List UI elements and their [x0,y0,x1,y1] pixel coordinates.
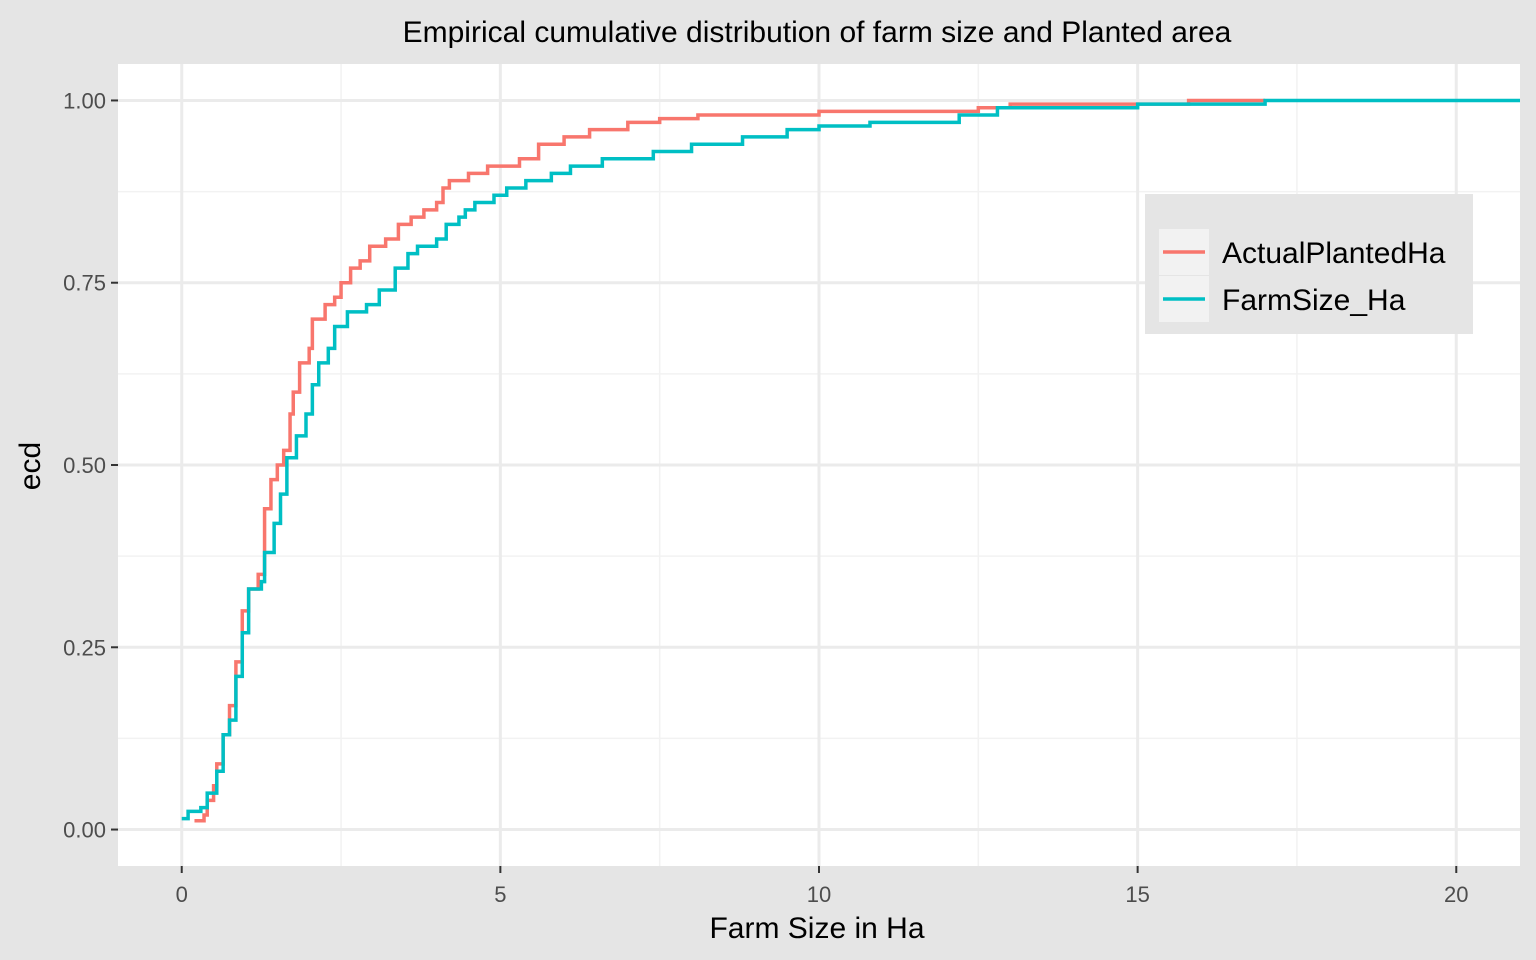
y-tick-label: 1.00 [63,88,106,113]
grid-lines [118,64,1520,866]
x-tick-label: 5 [494,882,506,907]
series-line-farmsize-ha [181,98,1520,821]
legend-label-farmsize-ha: FarmSize_Ha [1222,284,1406,317]
x-tick-label: 15 [1125,882,1149,907]
legend-label-actualplantedha: ActualPlantedHa [1222,237,1446,270]
x-tick-label: 0 [176,882,188,907]
legend: ActualPlantedHa FarmSize_Ha [1145,194,1473,334]
chart-title: Empirical cumulative distribution of far… [403,16,1232,49]
x-tick-label: 10 [807,882,831,907]
x-axis-title: Farm Size in Ha [709,912,924,945]
series-lines [181,98,1520,823]
y-tick-label: 0.00 [63,818,106,843]
x-axis: 0 5 10 15 20 [176,866,1469,907]
y-tick-label: 0.50 [63,453,106,478]
y-axis: 0.00 0.25 0.50 0.75 1.00 [63,88,118,843]
y-tick-label: 0.75 [63,271,106,296]
y-tick-label: 0.25 [63,635,106,660]
x-tick-label: 20 [1444,882,1468,907]
y-axis-title: ecd [14,442,47,490]
